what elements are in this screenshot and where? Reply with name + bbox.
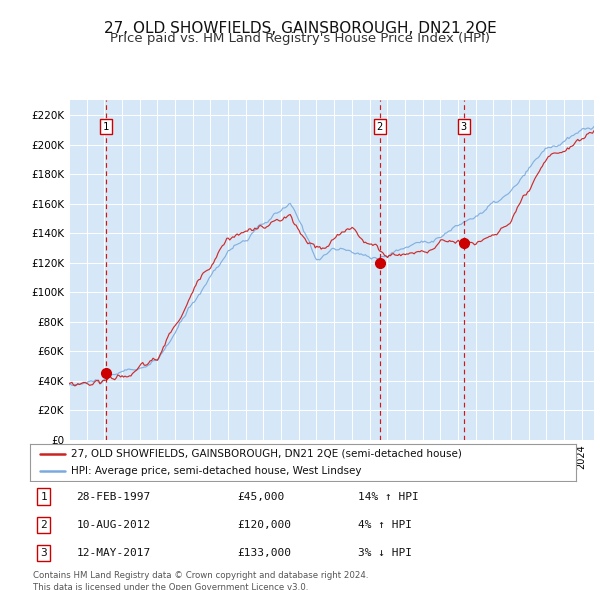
Text: Contains HM Land Registry data © Crown copyright and database right 2024.
This d: Contains HM Land Registry data © Crown c… bbox=[33, 571, 368, 590]
Text: 1: 1 bbox=[40, 491, 47, 502]
Text: 2: 2 bbox=[377, 122, 383, 132]
Text: 4% ↑ HPI: 4% ↑ HPI bbox=[358, 520, 412, 530]
Text: 2: 2 bbox=[40, 520, 47, 530]
Text: 3: 3 bbox=[40, 548, 47, 558]
Text: 10-AUG-2012: 10-AUG-2012 bbox=[76, 520, 151, 530]
Text: £133,000: £133,000 bbox=[238, 548, 292, 558]
Text: 12-MAY-2017: 12-MAY-2017 bbox=[76, 548, 151, 558]
Text: £120,000: £120,000 bbox=[238, 520, 292, 530]
Text: £45,000: £45,000 bbox=[238, 491, 285, 502]
Text: 27, OLD SHOWFIELDS, GAINSBOROUGH, DN21 2QE: 27, OLD SHOWFIELDS, GAINSBOROUGH, DN21 2… bbox=[104, 21, 496, 35]
Text: 1: 1 bbox=[103, 122, 109, 132]
Text: 28-FEB-1997: 28-FEB-1997 bbox=[76, 491, 151, 502]
Text: HPI: Average price, semi-detached house, West Lindsey: HPI: Average price, semi-detached house,… bbox=[71, 466, 361, 476]
Text: 3% ↓ HPI: 3% ↓ HPI bbox=[358, 548, 412, 558]
Text: 27, OLD SHOWFIELDS, GAINSBOROUGH, DN21 2QE (semi-detached house): 27, OLD SHOWFIELDS, GAINSBOROUGH, DN21 2… bbox=[71, 449, 462, 458]
Text: 14% ↑ HPI: 14% ↑ HPI bbox=[358, 491, 418, 502]
Text: Price paid vs. HM Land Registry's House Price Index (HPI): Price paid vs. HM Land Registry's House … bbox=[110, 32, 490, 45]
Text: 3: 3 bbox=[461, 122, 467, 132]
